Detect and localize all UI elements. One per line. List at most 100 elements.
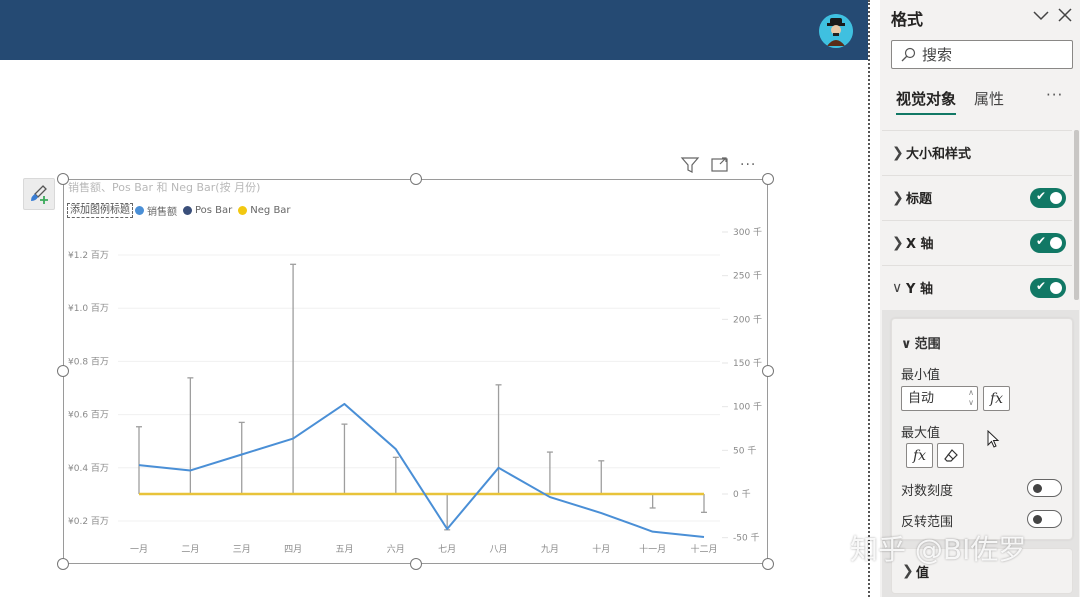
check-icon: ✔: [1036, 279, 1047, 293]
tabs-more-button[interactable]: ···: [1046, 86, 1064, 104]
resize-handle-b[interactable]: [410, 558, 422, 570]
collapse-pane-button[interactable]: [1032, 6, 1050, 28]
pane-tabs: 视觉对象 属性: [896, 88, 1004, 115]
section-title[interactable]: ❯ 标题 ✔: [882, 175, 1072, 219]
close-pane-button[interactable]: [1056, 6, 1074, 28]
format-pane: 格式 搜索 视觉对象 属性 ··· ❯ 大小和样式 ❯ 标题 ✔ ❯ X 轴 ✔ ∨ Y…: [880, 0, 1080, 597]
max-label: 最大值: [901, 426, 941, 441]
y-axis-left: ¥0.2 百万 ¥0.4 百万 ¥0.6 百万 ¥0.8 百万 ¥1.0 百万 ¥1.2 …: [68, 250, 109, 527]
section-values[interactable]: ❯ 值: [891, 548, 1073, 594]
max-fx-button[interactable]: fx: [906, 443, 933, 468]
x-axis-toggle[interactable]: ✔: [1030, 233, 1066, 253]
min-label: 最小值: [901, 368, 941, 383]
pane-scrollbar[interactable]: [1074, 130, 1079, 300]
resize-handle-tr[interactable]: [762, 173, 774, 185]
check-icon: ✔: [1036, 234, 1047, 248]
y-right-tick: 300 千: [733, 227, 762, 238]
y-right-tick: -50 千: [733, 533, 760, 544]
resize-handle-l[interactable]: [57, 365, 69, 377]
log-scale-label: 对数刻度: [901, 484, 954, 499]
title-toggle[interactable]: ✔: [1030, 188, 1066, 208]
more-options-button[interactable]: ···: [740, 157, 757, 173]
clear-max-button[interactable]: [937, 443, 964, 468]
section-size-style[interactable]: ❯ 大小和样式: [882, 130, 1072, 174]
user-avatar[interactable]: [819, 14, 853, 48]
chart-legend: 添加图例标题 销售额 Pos Bar Neg Bar: [67, 203, 297, 218]
x-tick: 九月: [541, 544, 559, 555]
x-tick: 一月: [130, 544, 148, 555]
legend-dot-icon: [135, 206, 144, 215]
invert-range-label: 反转范围: [901, 515, 954, 530]
legend-item-neg-bar[interactable]: Neg Bar: [238, 205, 291, 216]
x-tick: 二月: [181, 544, 199, 555]
filter-icon[interactable]: [680, 156, 700, 174]
x-tick: 八月: [490, 544, 508, 555]
x-tick: 十月: [592, 543, 610, 555]
log-scale-toggle[interactable]: [1027, 479, 1062, 497]
y-right-tick: 50 千: [733, 445, 756, 456]
resize-handle-bl[interactable]: [57, 558, 69, 570]
min-value-input[interactable]: 自动 ∧ ∨: [901, 386, 978, 411]
legend-dot-icon: [238, 206, 248, 215]
fx-icon: fx: [912, 447, 927, 464]
search-placeholder: 搜索: [922, 46, 953, 64]
chevron-right-icon: ❯: [892, 189, 904, 206]
x-tick: 五月: [335, 544, 353, 555]
legend-item-sales[interactable]: 销售额: [135, 203, 177, 218]
avatar-icon: [819, 14, 853, 48]
x-axis: 一月 二月 三月 四月 五月 六月 七月 八月 九月 十月 十一月 十二月: [130, 543, 718, 555]
y-left-tick: ¥0.8 百万: [68, 356, 109, 367]
paintbrush-add-icon: [31, 185, 48, 204]
y-left-tick: ¥1.0 百万: [68, 303, 109, 314]
x-tick: 四月: [284, 544, 302, 555]
add-legend-title[interactable]: 添加图例标题: [67, 203, 133, 218]
chevron-down-icon: [1033, 11, 1049, 21]
resize-handle-br[interactable]: [762, 558, 774, 570]
resize-handle-t[interactable]: [410, 173, 422, 185]
section-x-axis[interactable]: ❯ X 轴 ✔: [882, 220, 1072, 264]
legend-dot-icon: [183, 206, 192, 215]
pane-divider[interactable]: [868, 0, 870, 597]
check-icon: ✔: [1036, 189, 1047, 203]
search-icon: [901, 47, 916, 61]
chart-plot-area: ¥0.2 百万 ¥0.4 百万 ¥0.6 百万 ¥0.8 百万 ¥1.0 百万 ¥1.2 …: [68, 227, 762, 555]
fx-icon: fx: [989, 390, 1004, 407]
visual-header-toolbar: ···: [680, 154, 756, 176]
error-bars: [136, 263, 707, 531]
y-left-tick: ¥0.2 百万: [68, 516, 109, 527]
x-tick: 六月: [387, 543, 405, 555]
spin-arrows-icon[interactable]: ∧ ∨: [968, 388, 974, 407]
legend-item-pos-bar[interactable]: Pos Bar: [183, 205, 232, 216]
min-fx-button[interactable]: fx: [983, 386, 1010, 411]
y-axis-right: -50 千 0 千 50 千 100 千 150 千 200 千 250 千 300 千: [733, 227, 762, 544]
visual-title: 销售额、Pos Bar 和 Neg Bar(按 月份): [68, 181, 261, 194]
y-right-tick: 200 千: [733, 314, 762, 325]
format-visual-button[interactable]: [23, 178, 55, 210]
x-tick: 三月: [233, 544, 251, 555]
tab-general[interactable]: 属性: [974, 90, 1005, 108]
y-left-tick: ¥0.6 百万: [68, 410, 109, 421]
mouse-cursor-icon: [987, 430, 1000, 448]
resize-handle-r[interactable]: [762, 365, 774, 377]
invert-range-toggle[interactable]: [1027, 510, 1062, 528]
chevron-down-icon: ∨: [892, 279, 903, 296]
y-right-tick: 100 千: [733, 402, 762, 413]
x-tick: 七月: [438, 544, 456, 555]
y-right-tick: 0 千: [733, 489, 751, 500]
x-tick: 十一月: [639, 543, 666, 555]
close-icon: [1058, 8, 1072, 22]
chevron-right-icon: ❯: [902, 563, 914, 579]
sales-line-series: [138, 402, 705, 538]
range-header[interactable]: ∨ 范围: [901, 337, 941, 352]
y-axis-toggle[interactable]: ✔: [1030, 278, 1066, 298]
chevron-right-icon: ❯: [892, 234, 904, 251]
tab-visual[interactable]: 视觉对象: [896, 88, 957, 115]
search-input[interactable]: 搜索: [891, 40, 1073, 69]
range-card: ∨ 范围 最小值 自动 ∧ ∨ fx 最大值 fx 对数刻度 反转范围: [891, 318, 1073, 540]
resize-handle-tl[interactable]: [57, 173, 69, 185]
pane-title: 格式: [891, 10, 924, 29]
section-y-axis[interactable]: ∨ Y 轴 ✔: [882, 265, 1072, 309]
focus-mode-icon[interactable]: [710, 156, 730, 174]
eraser-icon: [943, 448, 958, 462]
y-left-tick: ¥1.2 百万: [68, 250, 109, 261]
